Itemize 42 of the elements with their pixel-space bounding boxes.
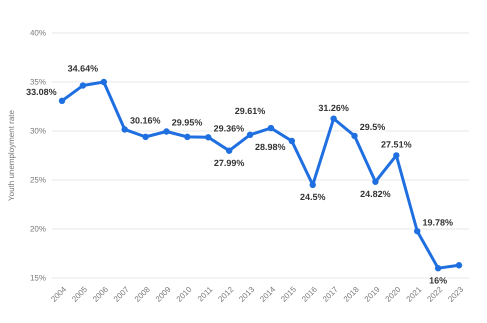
point [205,134,212,140]
y-axis-title: Youth unemployment rate [7,110,16,201]
data-label: 29.36% [214,123,244,134]
point [434,265,442,272]
y-tick-label: 20% [30,224,46,234]
data-label: 28.98% [254,142,286,152]
data-label: 29.61% [234,106,266,116]
point [80,82,86,89]
y-tick-label: 15% [30,274,46,283]
point [121,126,128,133]
point [58,98,66,104]
point [310,182,316,188]
data-label: 19.78% [422,217,454,228]
point [268,124,274,132]
data-label: 24.82% [360,188,391,199]
data-label: 27.99% [214,158,244,168]
data-label: 27.51% [381,140,412,150]
point [184,134,191,140]
y-tick-label: 25% [30,176,46,185]
data-label: 24.5% [300,192,326,202]
point [393,152,400,159]
y-tick-label: 30% [30,126,46,136]
data-label: 29.95% [172,118,202,128]
data-label: 31.26% [318,102,349,113]
point [456,262,462,268]
point [246,132,254,138]
point [142,134,149,140]
point [163,128,170,135]
point [414,228,420,234]
point [330,115,337,122]
data-label: 16% [429,275,448,286]
data-label: 30.16% [130,116,161,126]
data-label: 33.08% [26,86,57,97]
point [372,178,379,185]
data-label: 29.5% [360,122,386,132]
point [226,148,232,154]
y-tick-label: 35% [30,78,46,87]
point [100,78,107,86]
y-tick-label: 40% [30,28,46,38]
data-label: 34.64% [68,64,98,74]
point [351,132,358,140]
point [288,138,296,144]
